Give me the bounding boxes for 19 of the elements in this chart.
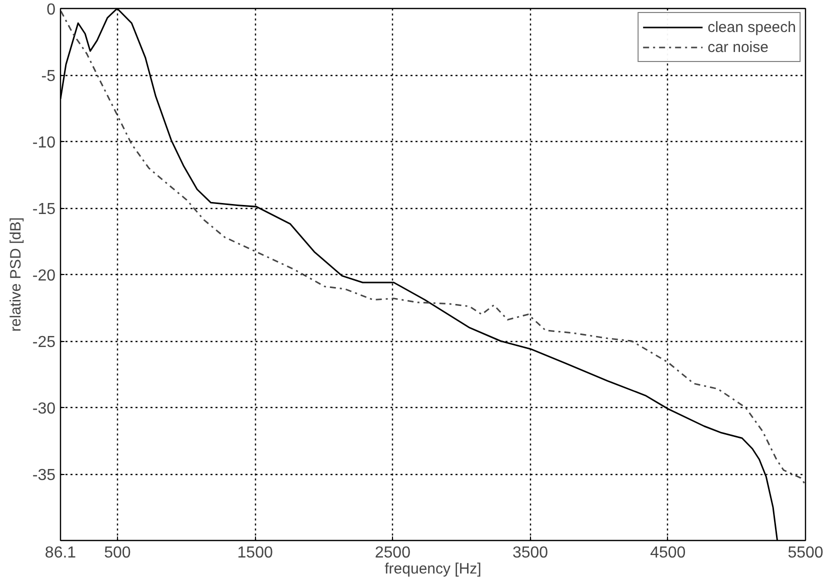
y-tick-label: 0 (46, 2, 56, 18)
x-tick-label: 86.1 (44, 544, 76, 562)
y-tick-label: -30 (32, 400, 56, 418)
y-tick-label: -35 (32, 467, 56, 484)
x-tick-label: 5500 (788, 544, 824, 562)
x-tick-label: 4500 (650, 544, 686, 562)
y-tick-label: -20 (32, 268, 56, 284)
y-tick-label: -25 (32, 334, 56, 351)
x-tick-label: 3500 (512, 544, 548, 562)
legend-label: clean speech (708, 18, 796, 36)
x-tick-label: 500 (104, 544, 131, 562)
x-tick-label: 2500 (374, 544, 411, 562)
legend-label: car noise (708, 38, 768, 56)
x-tick-label: 1500 (237, 544, 273, 562)
y-tick-label: -15 (32, 201, 56, 218)
x-axis-title: frequency [Hz] (384, 560, 482, 578)
y-tick-label: -5 (41, 68, 56, 85)
y-axis-title: relative PSD [dB] (7, 217, 24, 332)
y-tick-label: -10 (32, 134, 56, 152)
